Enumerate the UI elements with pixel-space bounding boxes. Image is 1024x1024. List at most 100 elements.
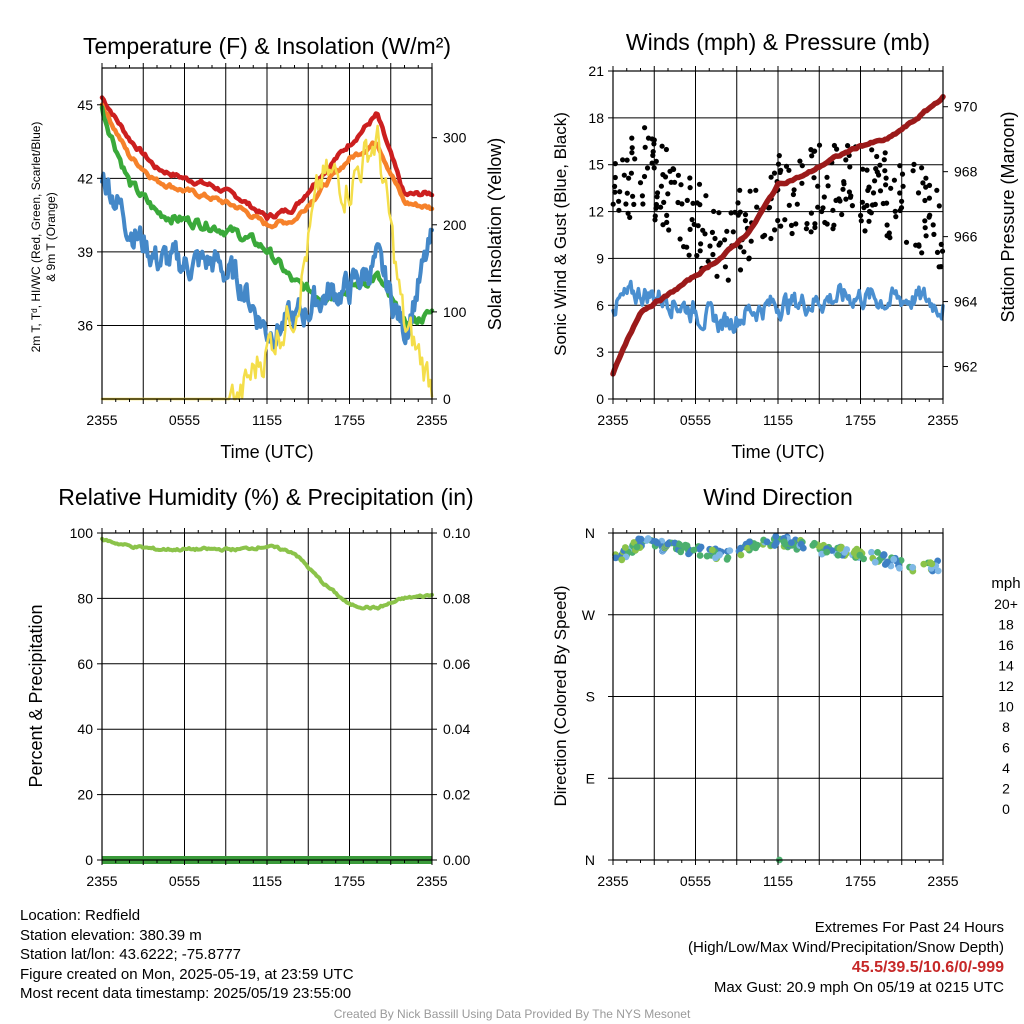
gust-point — [716, 210, 722, 216]
rh-xtick-label: 0555 — [169, 873, 200, 889]
gust-point — [847, 194, 854, 200]
gust-point — [742, 212, 749, 218]
gust-point — [650, 149, 656, 155]
gust-point — [665, 191, 671, 197]
wdir-point — [843, 546, 851, 553]
wdir-point — [654, 539, 661, 547]
gust-point — [790, 191, 797, 198]
gust-point — [864, 167, 870, 173]
gust-point — [808, 229, 814, 235]
gust-point — [815, 183, 821, 189]
wdir-point — [897, 557, 905, 564]
rh-ytick-label: 0 — [85, 852, 93, 868]
extremes-summary: Extremes For Past 24 Hours (High/Low/Max… — [688, 918, 1004, 998]
gust-point — [883, 175, 889, 181]
extremes-title: Extremes For Past 24 Hours — [814, 919, 1004, 936]
gust-point — [662, 174, 669, 180]
winds-x-axis-label: Time (UTC) — [731, 442, 824, 462]
gust-point — [922, 225, 928, 231]
gust-point — [627, 214, 633, 220]
gust-point — [666, 227, 672, 233]
winds-ytick-label: 6 — [596, 297, 604, 313]
gust-point — [815, 204, 821, 210]
gust-point — [754, 204, 760, 210]
rh-ytick-label: 60 — [77, 656, 93, 672]
gust-point — [637, 180, 644, 186]
gust-point — [616, 207, 622, 213]
gust-point — [789, 230, 795, 237]
gust-point — [866, 218, 872, 224]
winds-plot-frame — [612, 70, 944, 400]
temp-left-axis-label-1: 2m T, Tᵈ, HI/WC (Red, Green, Scarlet/Blu… — [29, 122, 43, 353]
wdir-point — [724, 554, 732, 561]
gust-point — [866, 208, 873, 215]
gust-point — [882, 168, 888, 174]
gust-point — [877, 188, 884, 194]
gust-point — [888, 185, 894, 191]
gust-point — [931, 231, 937, 237]
winds-ytick-label: 3 — [596, 344, 604, 360]
gust-point — [865, 187, 871, 193]
gust-point — [812, 224, 818, 231]
gust-point — [777, 169, 783, 175]
gust-point — [922, 197, 928, 204]
wdir-point — [749, 543, 757, 551]
temp-right-axis-label: Solar Insolation (Yellow) — [485, 138, 505, 330]
wdir-ytick-label: N — [585, 525, 595, 541]
credit-line: Created By Nick Bassill Using Data Provi… — [333, 1007, 691, 1021]
gust-point — [831, 142, 838, 149]
wdir-xtick-label: 2355 — [597, 873, 628, 889]
gust-point — [746, 256, 752, 262]
gust-point — [664, 219, 670, 225]
winds-y2tick-label: 968 — [954, 164, 978, 180]
gust-point — [691, 221, 697, 227]
gust-point — [874, 153, 880, 160]
gust-point — [883, 182, 889, 188]
wdir-xtick-label: 2355 — [927, 873, 958, 889]
gust-point — [653, 201, 660, 208]
gust-point — [649, 160, 655, 166]
gust-point — [641, 173, 648, 180]
gust-point — [629, 150, 635, 156]
rh-y2tick-label: 0.00 — [443, 852, 470, 868]
rh-series-relative-humidity — [100, 536, 434, 611]
gust-point — [712, 235, 718, 242]
gust-point — [687, 226, 693, 232]
wdir-point — [828, 547, 836, 554]
gust-point — [681, 244, 687, 250]
gust-point — [768, 235, 774, 242]
gust-point — [811, 148, 817, 154]
gust-point — [791, 187, 797, 193]
wdir-point — [860, 555, 867, 563]
wdir-point — [763, 538, 771, 546]
rh-xtick-label: 2355 — [86, 873, 117, 889]
gust-point — [797, 158, 803, 164]
gust-point — [694, 200, 700, 206]
gust-point — [753, 187, 759, 193]
gust-point — [923, 233, 929, 239]
gust-point — [884, 222, 890, 228]
wdir-point — [618, 556, 626, 564]
wdir-xtick-label: 1155 — [763, 873, 793, 889]
gust-point — [799, 163, 805, 169]
gust-point — [748, 238, 754, 244]
gust-point — [922, 218, 928, 224]
wdir-point — [928, 560, 936, 568]
gust-point — [737, 267, 744, 273]
gust-point — [654, 190, 661, 196]
temp-x-axis-label: Time (UTC) — [220, 442, 313, 462]
gust-point — [771, 170, 778, 176]
gust-point — [897, 163, 903, 169]
gust-point — [675, 172, 682, 178]
temp-ytick-label: 39 — [77, 244, 93, 260]
wdir-point — [909, 564, 916, 571]
winds-y2tick-label: 964 — [954, 294, 978, 310]
gust-point — [768, 174, 774, 180]
gust-point — [936, 203, 942, 209]
winds-ytick-label: 15 — [588, 157, 604, 173]
gust-point — [654, 194, 660, 200]
gust-point — [612, 189, 618, 195]
gust-point — [702, 231, 708, 237]
winds-ytick-label: 18 — [588, 110, 604, 126]
gust-point — [882, 150, 888, 156]
